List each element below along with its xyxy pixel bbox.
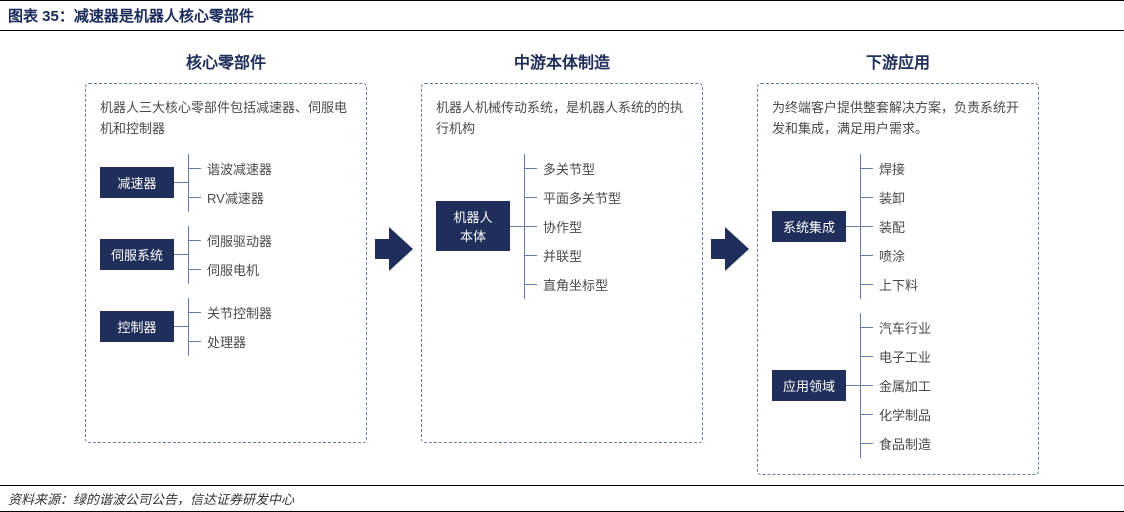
value-chain-column: 下游应用为终端客户提供整套解决方案，负责系统开发和集成，满足用户需求。系统集成焊… [757,49,1039,475]
bracket: 伺服驱动器伺服电机 [188,226,272,284]
list-item: 喷涂 [871,241,918,270]
category-group: 系统集成焊接装卸装配喷涂上下料 [772,154,1024,299]
list-item: 谐波减速器 [199,154,272,183]
category-tag: 减速器 [100,167,174,198]
column-box: 机器人三大核心零部件包括减速器、伺服电机和控制器减速器谐波减速器RV减速器伺服系… [85,83,367,443]
column-box: 机器人机械传动系统，是机器人系统的的执行机构机器人 本体多关节型平面多关节型协作… [421,83,703,443]
bracket: 焊接装卸装配喷涂上下料 [860,154,918,299]
list-item: 多关节型 [535,154,621,183]
column-header: 下游应用 [866,49,930,73]
column-description: 机器人三大核心零部件包括减速器、伺服电机和控制器 [100,98,352,140]
value-chain-column: 中游本体制造机器人机械传动系统，是机器人系统的的执行机构机器人 本体多关节型平面… [421,49,703,443]
category-group: 减速器谐波减速器RV减速器 [100,154,352,212]
bracket: 多关节型平面多关节型协作型并联型直角坐标型 [524,154,621,299]
arrow-tail [711,239,725,259]
column-header: 核心零部件 [186,49,266,73]
list-item: 化学制品 [871,400,931,429]
list-item: 上下料 [871,270,918,299]
list-item: RV减速器 [199,183,272,212]
list-item: 并联型 [535,241,621,270]
list-item: 协作型 [535,212,621,241]
list-item: 电子工业 [871,342,931,371]
list-item: 处理器 [199,327,272,356]
list-item: 金属加工 [871,371,931,400]
category-tag: 伺服系统 [100,239,174,270]
list-item: 关节控制器 [199,298,272,327]
list-item: 直角坐标型 [535,270,621,299]
connector-stem [846,226,860,227]
list-item: 汽车行业 [871,313,931,342]
list-item: 食品制造 [871,429,931,458]
connector-stem [174,182,188,183]
list-item: 伺服电机 [199,255,272,284]
connector-stem [174,326,188,327]
connector-stem [174,254,188,255]
column-description: 为终端客户提供整套解决方案，负责系统开发和集成，满足用户需求。 [772,98,1024,140]
value-chain-column: 核心零部件机器人三大核心零部件包括减速器、伺服电机和控制器减速器谐波减速器RV减… [85,49,367,443]
category-group: 控制器关节控制器处理器 [100,298,352,356]
bracket: 谐波减速器RV减速器 [188,154,272,212]
connector-stem [846,385,860,386]
category-tag: 机器人 本体 [436,201,510,251]
flow-arrow [375,49,413,449]
category-group: 伺服系统伺服驱动器伺服电机 [100,226,352,284]
column-header: 中游本体制造 [514,49,610,73]
bracket: 关节控制器处理器 [188,298,272,356]
bracket: 汽车行业电子工业金属加工化学制品食品制造 [860,313,931,458]
column-description: 机器人机械传动系统，是机器人系统的的执行机构 [436,98,688,140]
category-group: 应用领域汽车行业电子工业金属加工化学制品食品制造 [772,313,1024,458]
list-item: 平面多关节型 [535,183,621,212]
flow-arrow [711,49,749,449]
column-box: 为终端客户提供整套解决方案，负责系统开发和集成，满足用户需求。系统集成焊接装卸装… [757,83,1039,475]
category-tag: 系统集成 [772,211,846,242]
source-footer: 资料来源：绿的谐波公司公告，信达证券研发中心 [0,485,1124,512]
diagram-area: 核心零部件机器人三大核心零部件包括减速器、伺服电机和控制器减速器谐波减速器RV减… [0,31,1124,485]
list-item: 焊接 [871,154,918,183]
category-tag: 控制器 [100,311,174,342]
category-tag: 应用领域 [772,370,846,401]
chart-title: 图表 35：减速器是机器人核心零部件 [0,0,1124,31]
category-group: 机器人 本体多关节型平面多关节型协作型并联型直角坐标型 [436,154,688,299]
list-item: 装卸 [871,183,918,212]
list-item: 伺服驱动器 [199,226,272,255]
arrow-tail [375,239,389,259]
list-item: 装配 [871,212,918,241]
connector-stem [510,226,524,227]
